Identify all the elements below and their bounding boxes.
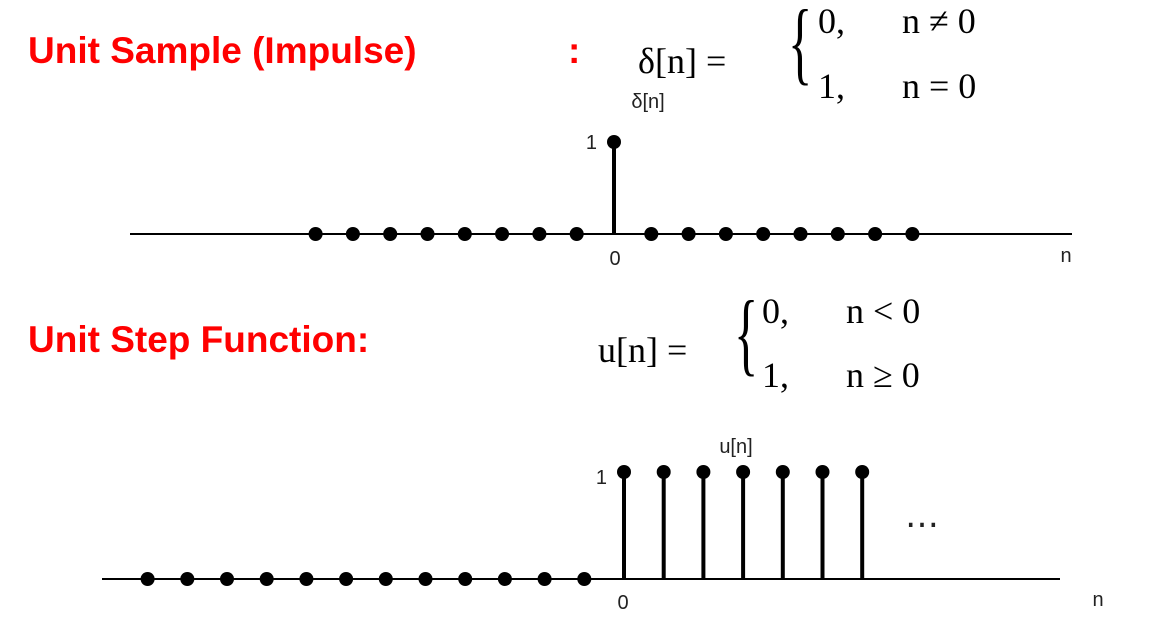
- step-sample-n4: [775, 465, 790, 479]
- step-sample-n2: [696, 465, 711, 479]
- impulse-sample-n7: [868, 227, 883, 241]
- impulse-peak-label: 1: [586, 132, 597, 154]
- step-sample-n-2: [537, 572, 552, 586]
- impulse-axis-label: n: [1060, 245, 1071, 267]
- step-sample-n5: [815, 465, 830, 479]
- step-sample-n-1: [577, 572, 592, 586]
- step-sample-n-8: [299, 572, 314, 586]
- impulse-sample-n-6: [383, 227, 398, 241]
- impulse-definition-lhs: δ[n] =: [638, 41, 727, 81]
- impulse-sample-n-1: [569, 227, 584, 241]
- step-continuation-ellipsis: …: [905, 496, 939, 536]
- impulse-sample-n1: [644, 227, 659, 241]
- impulse-sample-n4: [756, 227, 771, 241]
- impulse-sample-n5: [793, 227, 808, 241]
- impulse-sample-n-4: [457, 227, 472, 241]
- impulse-heading-colon: :: [568, 30, 581, 71]
- impulse-sample-n-3: [495, 227, 510, 241]
- impulse-heading: Unit Sample (Impulse): [28, 30, 417, 71]
- step-brace: {: [734, 282, 759, 384]
- impulse-sample-n2: [681, 227, 696, 241]
- step-sample-n3: [736, 465, 751, 479]
- step-case-1-value: 0,: [762, 291, 789, 331]
- impulse-origin-label: 0: [609, 248, 620, 270]
- step-case-2-condition: n ≥ 0: [846, 355, 920, 395]
- impulse-case-2-value: 1,: [818, 66, 845, 106]
- impulse-sample-n-2: [532, 227, 547, 241]
- step-case-1-condition: n < 0: [846, 291, 921, 331]
- step-sample-n-4: [458, 572, 473, 586]
- step-peak-label: 1: [596, 467, 607, 489]
- step-sample-n-9: [259, 572, 274, 586]
- step-sample-n-7: [339, 572, 354, 586]
- step-sample-n-10: [220, 572, 234, 586]
- impulse-case-1-value: 0,: [818, 1, 845, 41]
- step-heading: Unit Step Function:: [28, 319, 370, 360]
- impulse-case-1-condition: n ≠ 0: [902, 1, 976, 41]
- impulse-sample-n-5: [420, 227, 435, 241]
- step-sample-n-12: [140, 572, 155, 586]
- step-sample-n-3: [497, 572, 512, 586]
- step-axis-label: n: [1092, 589, 1103, 611]
- step-sample-n1: [656, 465, 671, 479]
- step-case-2-value: 1,: [762, 355, 789, 395]
- step-sample-n-11: [180, 572, 195, 586]
- step-sample-n0: [617, 465, 631, 479]
- step-sample-n-5: [418, 572, 433, 586]
- impulse-sample-n0: [607, 135, 621, 149]
- impulse-sample-n-7: [345, 227, 360, 241]
- impulse-brace: {: [788, 0, 813, 93]
- step-sample-n6: [855, 465, 870, 479]
- impulse-sample-n-8: [308, 227, 323, 241]
- impulse-signal-label: δ[n]: [631, 91, 664, 113]
- impulse-sample-n8: [905, 227, 920, 241]
- step-origin-label: 0: [617, 592, 628, 614]
- impulse-sample-n3: [718, 227, 733, 241]
- step-definition-lhs: u[n] =: [598, 330, 688, 370]
- impulse-sample-n6: [830, 227, 845, 241]
- step-signal-label: u[n]: [719, 436, 752, 458]
- impulse-case-2-condition: n = 0: [902, 66, 977, 106]
- step-sample-n-6: [378, 572, 393, 586]
